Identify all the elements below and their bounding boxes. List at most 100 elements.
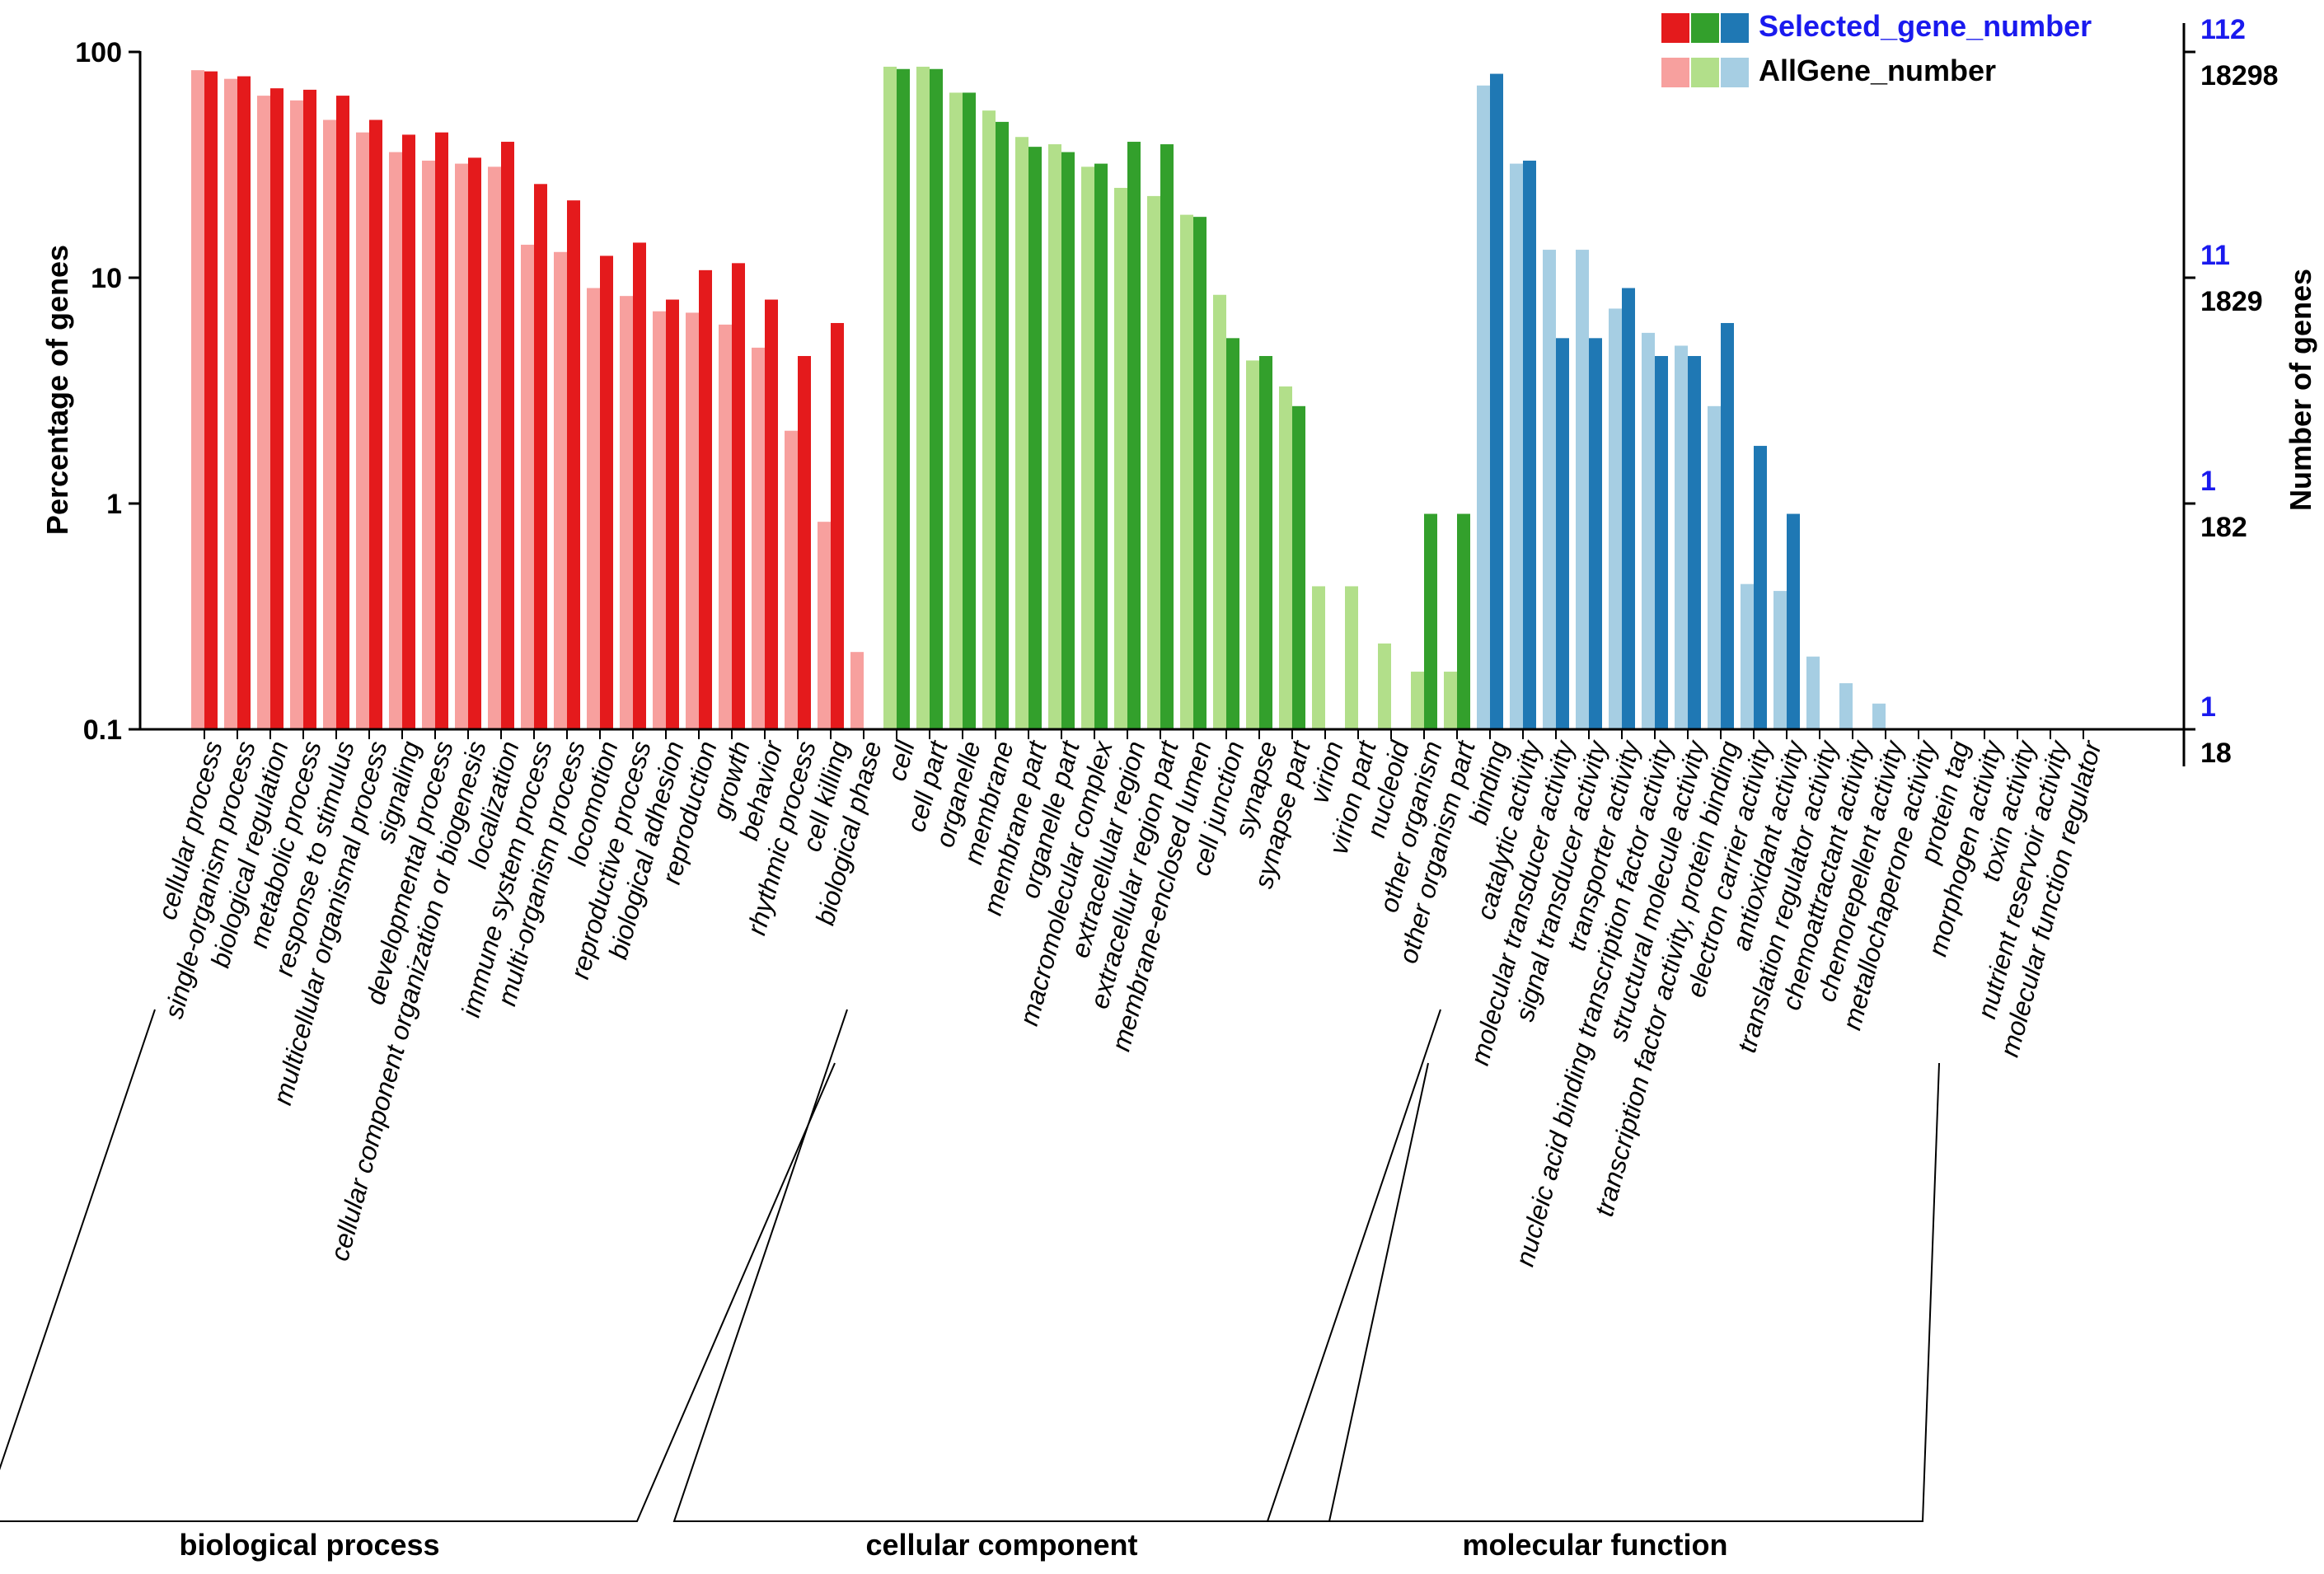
- bar-all-gene: [1246, 360, 1259, 729]
- bar-all-gene: [488, 166, 501, 730]
- bar-selected-gene: [930, 68, 943, 729]
- bar-selected-gene: [996, 121, 1009, 729]
- bar-selected-gene: [435, 132, 448, 729]
- right-tick-label-all: 1829: [2200, 286, 2263, 317]
- bar-all-gene: [1015, 137, 1028, 730]
- bar-all-gene: [1609, 308, 1622, 729]
- bar-selected-gene: [567, 200, 580, 730]
- bar-selected-gene: [1721, 322, 1734, 729]
- bar-all-gene: [587, 288, 600, 729]
- bar-selected-gene: [798, 356, 811, 729]
- bar-all-gene: [1642, 332, 1655, 729]
- group-bracket: [1266, 1009, 1940, 1522]
- legend-swatch-selected-mf: [1721, 13, 1749, 43]
- bar-selected-gene: [369, 119, 382, 729]
- bar-all-gene: [1180, 214, 1193, 729]
- bar-selected-gene: [1061, 152, 1075, 729]
- bar-selected-gene: [1523, 160, 1536, 729]
- group-bracket: [0, 1009, 836, 1522]
- bar-all-gene: [653, 311, 666, 729]
- bar-selected-gene: [1589, 338, 1602, 729]
- bar-all-gene: [1213, 294, 1226, 730]
- bar-all-gene: [686, 312, 699, 729]
- bar-all-gene: [1806, 656, 1820, 729]
- legend-swatch-selected-cc: [1691, 13, 1719, 43]
- bar-all-gene: [850, 652, 864, 729]
- legend-all-label: AllGene_number: [1759, 54, 1996, 87]
- bar-all-gene: [323, 119, 336, 729]
- bar-selected-gene: [1226, 338, 1239, 729]
- legend-selected-label: Selected_gene_number: [1759, 9, 2092, 43]
- bar-all-gene: [1147, 195, 1160, 729]
- bar-selected-gene: [1655, 356, 1668, 729]
- bar-selected-gene: [600, 255, 613, 729]
- axes-layer: [138, 23, 2186, 766]
- bar-selected-gene: [1028, 147, 1042, 730]
- bar-all-gene: [620, 296, 633, 729]
- bars-layer: [191, 66, 1886, 730]
- bar-all-gene: [521, 244, 534, 729]
- bar-selected-gene: [1259, 356, 1272, 729]
- bar-selected-gene: [699, 269, 712, 729]
- bar-all-gene: [1741, 583, 1754, 729]
- right-tick-label-all: 182: [2200, 512, 2247, 543]
- bar-selected-gene: [1622, 288, 1635, 729]
- bar-selected-gene: [963, 92, 976, 730]
- bar-all-gene: [1345, 586, 1358, 729]
- right-tick-label-all: 18: [2200, 738, 2232, 769]
- bar-all-gene: [191, 70, 204, 729]
- left-tick-label: 1: [106, 489, 122, 520]
- bar-selected-gene: [501, 142, 514, 729]
- bar-selected-gene: [1193, 217, 1207, 729]
- bar-all-gene: [1411, 672, 1424, 729]
- bar-all-gene: [1279, 386, 1292, 729]
- bar-selected-gene: [1556, 338, 1569, 729]
- bar-all-gene: [1048, 144, 1061, 730]
- legend-swatch-all-mf: [1721, 58, 1749, 87]
- bar-all-gene: [752, 347, 765, 729]
- bar-all-gene: [982, 110, 996, 729]
- left-tick-label: 100: [75, 37, 122, 68]
- bar-all-gene: [1708, 405, 1721, 729]
- bar-all-gene: [883, 66, 897, 729]
- bar-selected-gene: [831, 322, 844, 729]
- bar-all-gene: [455, 163, 468, 729]
- group-bracket: [672, 1009, 1429, 1522]
- bar-selected-gene: [303, 89, 316, 729]
- bar-all-gene: [1444, 672, 1457, 729]
- right-tick-label-selected: 1: [2200, 466, 2216, 497]
- right-axis-title: Number of genes: [2284, 269, 2317, 511]
- bar-selected-gene: [1457, 513, 1470, 729]
- bar-all-gene: [389, 152, 402, 729]
- bar-selected-gene: [765, 299, 778, 729]
- bar-all-gene: [422, 160, 435, 729]
- bar-all-gene: [818, 522, 831, 729]
- legend: Selected_gene_number AllGene_number: [1661, 9, 2092, 87]
- bar-selected-gene: [1094, 163, 1108, 729]
- bar-selected-gene: [534, 184, 547, 729]
- legend-swatch-all-cc: [1691, 58, 1719, 87]
- legend-swatch-all-bp: [1661, 58, 1689, 87]
- bar-selected-gene: [897, 68, 910, 729]
- bar-all-gene: [1081, 166, 1094, 730]
- legend-swatch-selected-bp: [1661, 13, 1689, 43]
- bar-all-gene: [1510, 163, 1523, 729]
- group-label: molecular function: [1462, 1528, 1727, 1562]
- bar-all-gene: [1675, 345, 1688, 729]
- bar-all-gene: [949, 92, 963, 730]
- bar-selected-gene: [666, 299, 679, 729]
- right-tick-label-all: 18298: [2200, 60, 2279, 91]
- right-tick-label-selected: 1: [2200, 691, 2216, 723]
- bar-all-gene: [1839, 683, 1853, 729]
- right-tick-label-selected: 11: [2200, 240, 2230, 271]
- group-label: cellular component: [865, 1528, 1137, 1562]
- brackets-layer: [0, 1009, 1940, 1522]
- bar-selected-gene: [1160, 144, 1174, 730]
- bar-all-gene: [1576, 250, 1589, 729]
- ticks-layer: [129, 50, 2195, 739]
- bar-all-gene: [1312, 586, 1325, 729]
- group-label: biological process: [179, 1528, 439, 1562]
- bar-all-gene: [1543, 250, 1556, 729]
- bar-all-gene: [554, 251, 567, 729]
